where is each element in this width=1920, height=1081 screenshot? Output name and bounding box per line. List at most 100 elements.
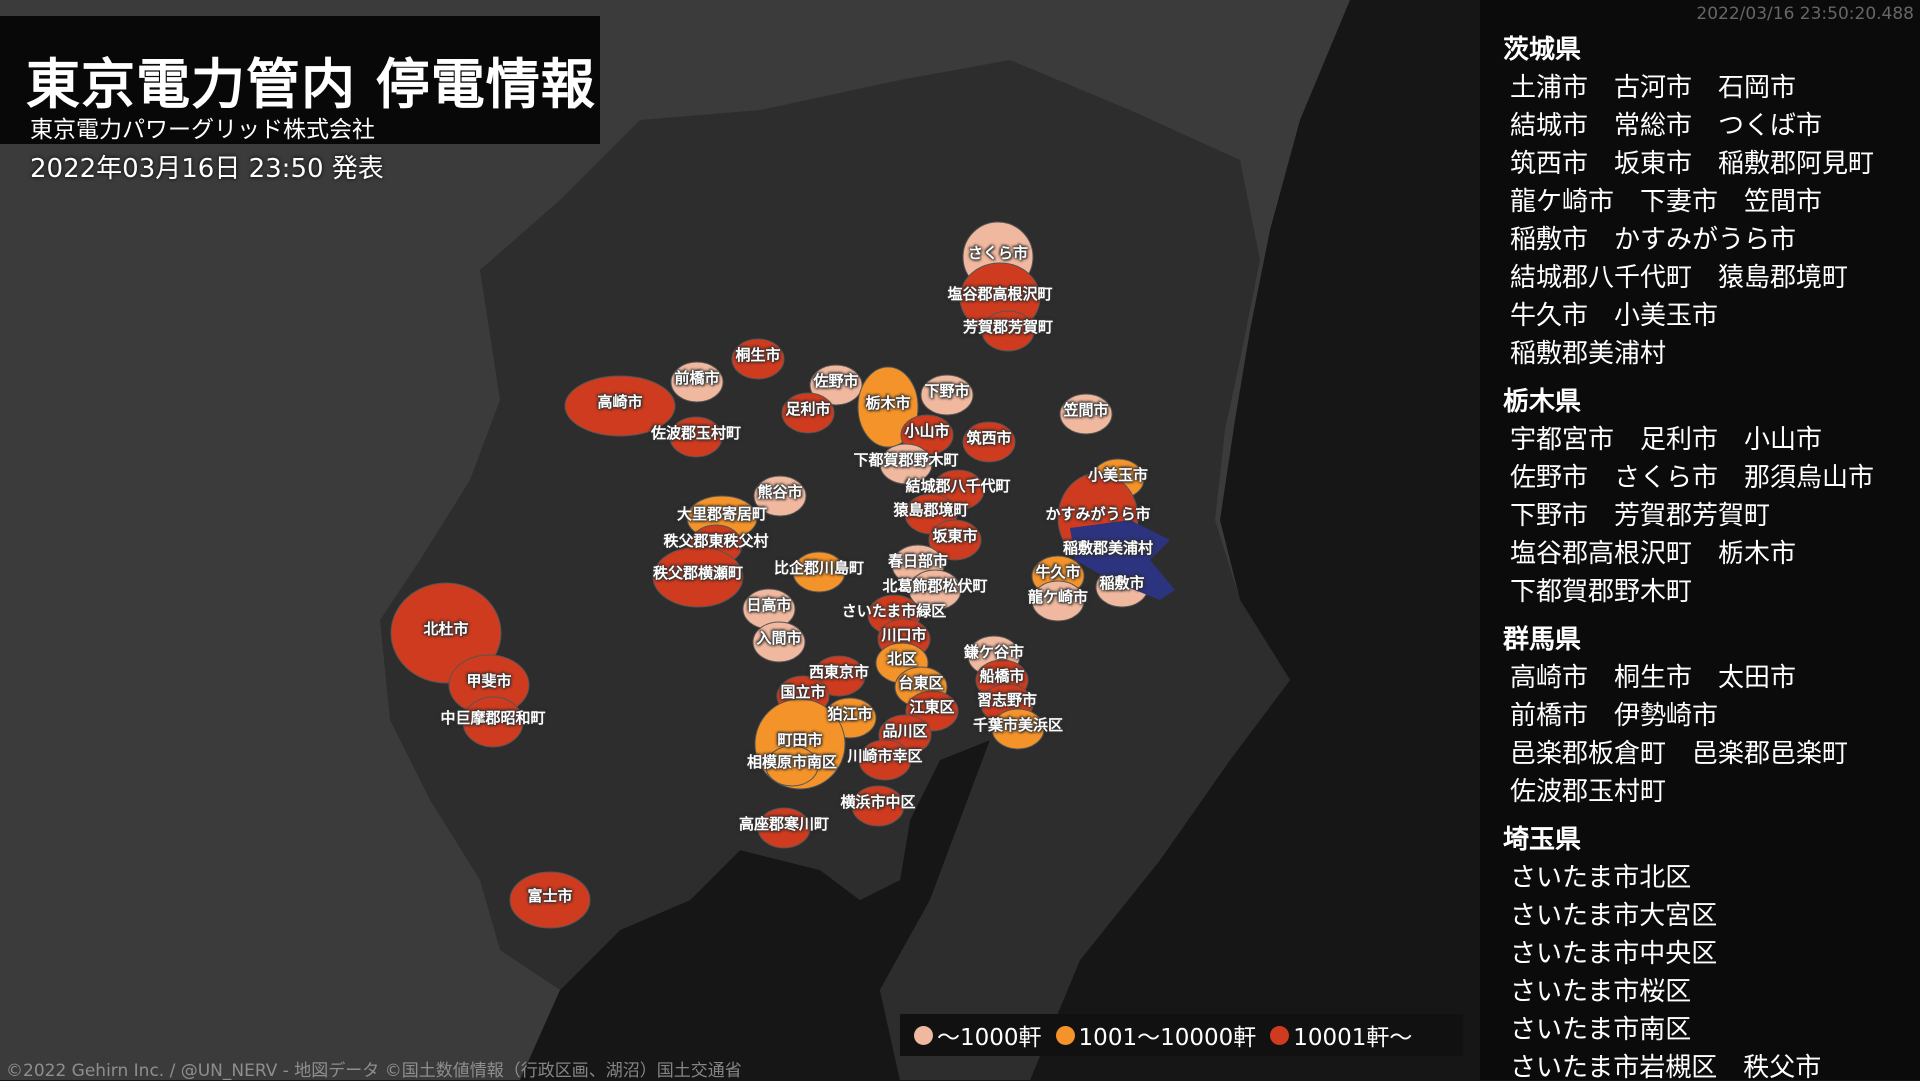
prefecture-group: 群馬県 高崎市 桐生市 太田市 前橋市 伊勢崎市 邑楽郡板倉町 邑楽郡邑楽町 佐波郡玉村町 [1480, 621, 1874, 811]
area-name: 石岡市 [1718, 73, 1797, 103]
map-label: 足利市 [785, 400, 831, 418]
area-row: さいたま市中央区 [1510, 935, 1874, 973]
region-low[interactable] [809, 364, 863, 406]
map-label: 佐波郡玉村町 [650, 424, 742, 442]
map-label: 相模原市南区 [746, 753, 838, 771]
region-high[interactable] [652, 546, 744, 608]
region-mid[interactable] [991, 708, 1045, 750]
prefecture-group: 埼玉県 さいたま市北区 さいたま市大宮区 さいたま市中央区 さいたま市桜区 さいたま市南区… [1480, 821, 1874, 1080]
area-name: 高崎市 [1510, 663, 1589, 693]
area-name: 塩谷郡高根沢町 [1510, 539, 1693, 569]
region-high[interactable] [858, 739, 912, 781]
area-name: さいたま市桜区 [1510, 977, 1692, 1007]
region-high[interactable] [981, 310, 1035, 352]
region-high[interactable] [928, 519, 982, 561]
area-row: 佐波郡玉村町 [1510, 773, 1874, 811]
area-row: 牛久市 小美玉市 [1510, 297, 1874, 335]
area-name: 稲敷市 [1510, 225, 1589, 255]
map-label: 牛久市 [1035, 563, 1081, 581]
area-name: さいたま市中央区 [1510, 939, 1718, 969]
region-high[interactable] [731, 338, 785, 380]
region-low[interactable] [670, 361, 724, 403]
map-label: 川崎市幸区 [847, 747, 923, 765]
prefecture-heading: 群馬県 [1503, 625, 1582, 655]
area-row: さいたま市大宮区 [1510, 897, 1874, 935]
region-high[interactable] [509, 871, 591, 929]
region-mid[interactable] [792, 551, 846, 593]
affected-areas-sidebar: 茨城県 土浦市 古河市 石岡市 結城市 常総市 つくば市 筑西市 坂東市 稲敷郡阿見町 龍ケ崎市 下妻… [1480, 0, 1920, 1080]
area-name: 那須烏山市 [1744, 463, 1875, 493]
map-label: 筑西市 [966, 429, 1012, 447]
region-low[interactable] [920, 374, 974, 416]
map-label: 中巨摩郡昭和町 [440, 709, 546, 727]
region-mid[interactable] [765, 745, 819, 787]
region-high[interactable] [851, 785, 905, 827]
lake-kasumigaura [1070, 520, 1175, 600]
render-timestamp: 2022/03/16 23:50:20.488 [1696, 4, 1914, 24]
area-name: つくば市 [1718, 111, 1823, 141]
area-name: 下妻市 [1640, 187, 1719, 217]
legend-dot-mid-icon [1055, 1025, 1075, 1045]
map-label: 鎌ケ谷市 [963, 643, 1025, 661]
map-label: 稲敷郡美浦村 [1062, 539, 1154, 557]
area-name: 下都賀郡野木町 [1510, 577, 1693, 607]
area-name: 坂東市 [1614, 149, 1693, 179]
outage-map[interactable] [0, 0, 1480, 1080]
area-name: 稲敷郡美浦村 [1510, 339, 1667, 369]
area-row: さいたま市南区 [1510, 1011, 1874, 1049]
legend-dot-low-icon [914, 1025, 933, 1045]
map-label: 北区 [886, 650, 918, 668]
map-label: 桐生市 [735, 346, 781, 364]
prefecture-heading: 茨城県 [1503, 35, 1582, 65]
map-label: 秩父郡横瀬町 [652, 564, 744, 582]
map-label: 国立市 [780, 683, 826, 701]
legend-label: ～1000軒 [937, 1025, 1042, 1051]
map-label: 前橋市 [674, 369, 720, 387]
area-name: さいたま市岩槻区 [1510, 1053, 1718, 1080]
area-name: 古河市 [1614, 73, 1693, 103]
region-low[interactable] [1031, 580, 1085, 622]
area-row: 稲敷市 かすみがうら市 [1510, 221, 1874, 259]
area-row: 下都賀郡野木町 [1510, 573, 1874, 611]
legend-dot-high-icon [1270, 1025, 1290, 1045]
map-label: 結城郡八千代町 [905, 477, 1011, 495]
map-label: 芳賀郡芳賀町 [962, 318, 1054, 336]
map-label: さいたま市緑区 [841, 602, 947, 620]
region-low[interactable] [753, 475, 807, 517]
map-label: 江東区 [909, 698, 955, 716]
map-label: 小美玉市 [1087, 466, 1149, 484]
area-row: 邑楽郡板倉町 邑楽郡邑楽町 [1510, 735, 1874, 773]
company-name: 東京電力パワーグリッド株式会社 [30, 117, 375, 143]
region-low[interactable] [908, 569, 962, 611]
region-low[interactable] [1059, 393, 1113, 435]
map-label: 甲斐市 [466, 672, 512, 690]
region-low[interactable] [752, 621, 806, 663]
area-row: 結城市 常総市 つくば市 [1510, 107, 1874, 145]
map-label: 龍ケ崎市 [1027, 588, 1089, 606]
map-label: 川口市 [881, 626, 927, 644]
region-low[interactable] [879, 443, 933, 485]
area-name: さいたま市北区 [1510, 863, 1692, 893]
published-time: 2022年03月16日 23:50 発表 [30, 154, 384, 184]
map-credit: ©2022 Gehirn Inc. / @UN_NERV - 地図データ ©国土… [6, 1061, 742, 1081]
map-label: 品川区 [882, 722, 928, 740]
region-high[interactable] [462, 696, 524, 748]
area-name: 前橋市 [1510, 701, 1589, 731]
region-high[interactable] [669, 416, 723, 458]
prefecture-group: 茨城県 土浦市 古河市 石岡市 結城市 常総市 つくば市 筑西市 坂東市 稲敷郡阿見町 龍ケ崎市 下妻… [1480, 31, 1874, 373]
region-high[interactable] [757, 807, 811, 849]
area-name: 佐野市 [1510, 463, 1589, 493]
area-row: 塩谷郡高根沢町 栃木市 [1510, 535, 1874, 573]
area-name: さいたま市南区 [1510, 1015, 1692, 1045]
area-name: 邑楽郡板倉町 [1510, 739, 1667, 769]
area-name: 小山市 [1744, 425, 1823, 455]
area-row: 佐野市 さくら市 那須烏山市 [1510, 459, 1874, 497]
map-label: 町田市 [777, 731, 823, 749]
legend-item-mid: 1001～10000軒 [1055, 1018, 1256, 1052]
area-row: 前橋市 伊勢崎市 [1510, 697, 1874, 735]
map-label: 入間市 [756, 629, 802, 647]
region-high[interactable] [962, 421, 1016, 463]
region-high[interactable] [781, 392, 835, 434]
map-label: 坂東市 [932, 527, 978, 545]
region-high[interactable] [564, 375, 676, 437]
